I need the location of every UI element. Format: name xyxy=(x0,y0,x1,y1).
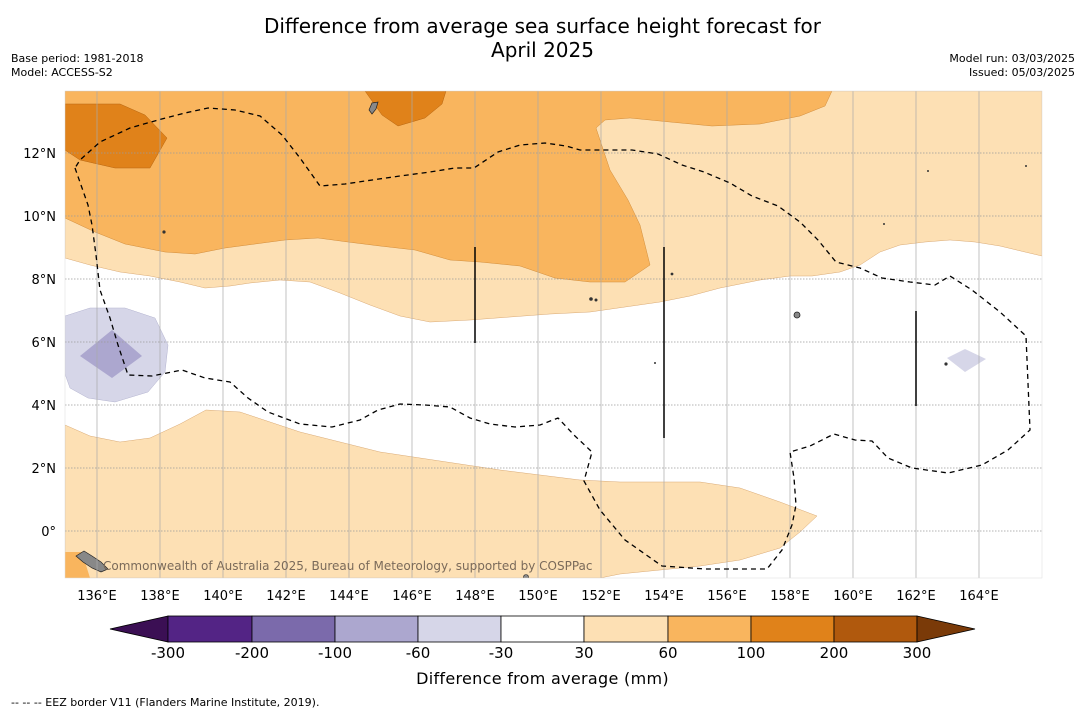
colorbar-extend-low xyxy=(109,615,169,643)
island-dot xyxy=(1025,165,1027,167)
lon-label: 142°E xyxy=(266,589,306,604)
island-dot xyxy=(670,272,674,276)
contour-30-60-south xyxy=(65,409,818,578)
colorbar-segment xyxy=(583,615,669,643)
colorbar-tick-label: 30 xyxy=(574,644,594,662)
colorbar-tick-label: -60 xyxy=(405,644,431,662)
lon-label: 148°E xyxy=(455,589,495,604)
colorbar-segment xyxy=(667,615,752,643)
colorbar-tick-label: -200 xyxy=(234,644,270,662)
lon-label: 150°E xyxy=(518,589,558,604)
map-title-line1: Difference from average sea surface heig… xyxy=(263,14,822,38)
model-run-label: Model run: 03/03/2025 xyxy=(949,52,1075,65)
map-frame xyxy=(64,90,1043,579)
colorbar-segment xyxy=(167,615,253,643)
island-dot xyxy=(944,362,948,366)
lon-axis-labels: 136°E 138°E 140°E 142°E 144°E 146°E 148°… xyxy=(77,589,999,604)
island-dot xyxy=(589,297,593,301)
eez-border-north xyxy=(74,107,1031,570)
lon-label: 152°E xyxy=(581,589,621,604)
lon-label: 162°E xyxy=(896,589,936,604)
lon-label: 156°E xyxy=(707,589,747,604)
contour-100-200-west xyxy=(65,103,168,169)
colorbar-tick-label: -30 xyxy=(488,644,514,662)
parallel-gridlines xyxy=(65,152,1042,532)
model-label: Model: ACCESS-S2 xyxy=(11,66,113,79)
solid-boundary-segments xyxy=(474,247,917,438)
colorbar-tick-label: 200 xyxy=(819,644,849,662)
lat-label: 2°N xyxy=(32,462,57,477)
colorbar-segment xyxy=(251,615,336,643)
island-dot xyxy=(927,170,929,172)
contour-100-200-north xyxy=(364,91,447,127)
lon-label: 144°E xyxy=(329,589,369,604)
lon-label: 154°E xyxy=(644,589,684,604)
issued-label: Issued: 05/03/2025 xyxy=(968,66,1075,79)
contour-60-100-north xyxy=(65,91,833,283)
island-sw xyxy=(75,550,109,573)
colorbar-title: Difference from average (mm) xyxy=(416,669,669,688)
colorbar-extend-high xyxy=(916,615,976,643)
lon-label: 140°E xyxy=(203,589,243,604)
island-dot xyxy=(523,574,529,578)
lon-label: 158°E xyxy=(770,589,810,604)
colorbar-segment xyxy=(833,615,918,643)
colorbar-tick-label: -100 xyxy=(317,644,353,662)
lat-label: 4°N xyxy=(32,399,57,414)
contour-neg60-neg30-east xyxy=(947,349,986,372)
contour-neg100-neg60 xyxy=(80,330,142,378)
eez-borders xyxy=(74,107,1031,570)
colorbar-tick-label: -300 xyxy=(150,644,186,662)
map-title-line2: April 2025 xyxy=(491,38,594,62)
lon-label: 146°E xyxy=(392,589,432,604)
colorbar-segment xyxy=(750,615,835,643)
contour-fields xyxy=(65,91,1042,578)
colorbar-segment xyxy=(417,615,502,643)
lon-label: 136°E xyxy=(77,589,117,604)
lat-label: 10°N xyxy=(23,210,56,225)
lat-label: 6°N xyxy=(32,336,57,351)
colorbar-segment xyxy=(334,615,419,643)
lat-label: 0° xyxy=(41,525,56,540)
island-dot xyxy=(793,311,801,319)
base-period-label: Base period: 1981-2018 xyxy=(11,52,144,65)
lat-axis-labels: 12°N 10°N 8°N 6°N 4°N 2°N 0° xyxy=(23,147,56,540)
island-dot xyxy=(883,223,885,225)
island-dot xyxy=(162,230,166,234)
colorbar-tick-label: 100 xyxy=(736,644,766,662)
eez-footnote: -- -- -- EEZ border V11 (Flanders Marine… xyxy=(11,696,320,709)
colorbar xyxy=(109,615,976,643)
colorbar-tick-label: 60 xyxy=(658,644,678,662)
lon-label: 138°E xyxy=(140,589,180,604)
island-north xyxy=(368,101,379,115)
lat-label: 12°N xyxy=(23,147,56,162)
island-dot xyxy=(654,362,656,364)
meridian-gridlines xyxy=(96,91,980,578)
copyright-credit: Commonwealth of Australia 2025, Bureau o… xyxy=(103,559,593,573)
lon-label: 164°E xyxy=(959,589,999,604)
lat-label: 8°N xyxy=(32,273,57,288)
lon-label: 160°E xyxy=(833,589,873,604)
island-dot xyxy=(594,298,598,302)
colorbar-segment xyxy=(500,615,585,643)
colorbar-tick-label: 300 xyxy=(902,644,932,662)
